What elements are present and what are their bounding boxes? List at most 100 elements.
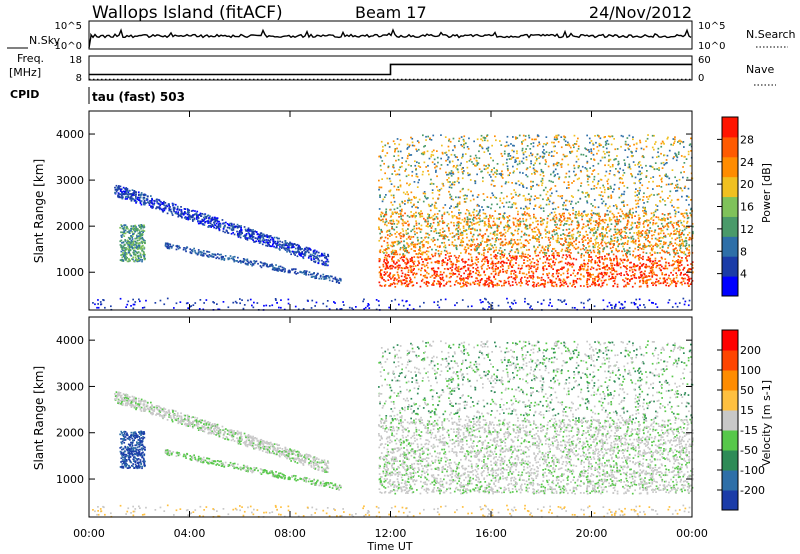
echo-cell bbox=[673, 255, 675, 258]
echo-cell bbox=[127, 193, 130, 195]
echo-cell bbox=[519, 268, 522, 270]
echo-cell bbox=[535, 220, 538, 223]
echo-cell bbox=[637, 249, 640, 251]
echo-cell bbox=[123, 230, 126, 233]
echo-cell bbox=[640, 275, 643, 277]
echo-cell bbox=[455, 269, 458, 272]
echo-cell bbox=[443, 221, 446, 224]
echo-cell bbox=[659, 252, 661, 254]
echo-cell bbox=[673, 251, 675, 254]
echo-cell bbox=[452, 272, 455, 274]
echo-cell bbox=[544, 261, 547, 264]
echo-cell bbox=[507, 280, 510, 283]
echo-cell bbox=[143, 255, 145, 257]
echo-cell bbox=[638, 226, 641, 228]
echo-cell bbox=[537, 220, 539, 222]
echo-cell bbox=[528, 275, 531, 277]
echo-cell bbox=[592, 281, 594, 284]
echo-cell bbox=[589, 272, 591, 275]
echo-cell bbox=[262, 264, 265, 267]
echo-cell bbox=[429, 217, 432, 219]
echo-cell bbox=[393, 196, 395, 199]
echo-cell bbox=[650, 266, 653, 268]
echo-cell bbox=[137, 191, 140, 194]
echo-cell bbox=[451, 232, 454, 234]
echo-cell bbox=[277, 270, 279, 272]
echo-cell bbox=[692, 225, 694, 228]
echo-cell bbox=[529, 224, 532, 226]
echo-cell bbox=[228, 227, 231, 230]
echo-cell bbox=[579, 248, 582, 251]
echo-cell bbox=[678, 244, 680, 247]
echo-cell bbox=[663, 241, 665, 243]
echo-cell bbox=[420, 237, 423, 239]
echo-cell bbox=[686, 214, 689, 217]
echo-cell bbox=[401, 219, 404, 221]
echo-cell bbox=[647, 223, 650, 226]
echo-cell bbox=[648, 244, 650, 247]
echo-cell bbox=[466, 281, 468, 284]
echo-cell bbox=[536, 238, 538, 240]
echo-cell bbox=[494, 241, 497, 243]
echo-cell bbox=[571, 237, 574, 240]
echo-cell bbox=[243, 260, 245, 262]
echo-cell bbox=[634, 199, 637, 202]
echo-cell bbox=[538, 277, 541, 279]
echo-cell bbox=[669, 190, 672, 193]
echo-cell bbox=[439, 245, 441, 247]
echo-cell bbox=[606, 235, 609, 238]
echo-cell bbox=[129, 242, 131, 244]
echo-cell bbox=[587, 224, 589, 226]
echo-cell bbox=[518, 184, 521, 186]
echo-cell bbox=[619, 220, 622, 223]
nsky-label: N.Sky bbox=[29, 34, 61, 47]
echo-cell bbox=[585, 247, 587, 249]
echo-cell bbox=[455, 216, 458, 218]
echo-cell bbox=[262, 233, 265, 236]
echo-cell bbox=[633, 265, 636, 268]
echo-cell bbox=[655, 284, 657, 287]
echo-cell bbox=[215, 222, 218, 225]
echo-cell bbox=[516, 243, 518, 246]
echo-cell bbox=[601, 232, 603, 234]
echo-cell bbox=[282, 246, 285, 249]
echo-cell bbox=[218, 228, 221, 231]
echo-cell bbox=[134, 225, 137, 228]
echo-cell bbox=[413, 227, 416, 230]
echo-cell bbox=[134, 256, 137, 259]
echo-cell bbox=[560, 250, 563, 252]
echo-cell bbox=[384, 249, 387, 251]
echo-cell bbox=[248, 230, 251, 232]
echo-cell bbox=[629, 269, 631, 272]
echo-cell bbox=[644, 280, 647, 282]
echo-cell bbox=[392, 265, 395, 268]
echo-cell bbox=[456, 259, 458, 261]
echo-cell bbox=[679, 274, 682, 276]
echo-cell bbox=[635, 255, 637, 258]
echo-cell bbox=[585, 269, 588, 272]
echo-cell bbox=[165, 204, 168, 207]
echo-cell bbox=[604, 215, 606, 217]
echo-cell bbox=[672, 274, 674, 276]
echo-cell bbox=[575, 237, 578, 239]
echo-cell bbox=[217, 220, 219, 223]
echo-cell bbox=[663, 274, 666, 276]
echo-cell bbox=[329, 275, 332, 277]
echo-cell bbox=[130, 199, 133, 202]
echo-cell bbox=[231, 227, 233, 230]
echo-cell bbox=[667, 233, 670, 235]
echo-cell bbox=[667, 213, 670, 215]
echo-cell bbox=[654, 244, 657, 247]
echo-cell bbox=[419, 247, 421, 250]
echo-cell bbox=[433, 239, 436, 241]
echo-cell bbox=[462, 282, 464, 285]
echo-cell bbox=[675, 247, 677, 249]
echo-cell bbox=[387, 254, 390, 256]
echo-cell bbox=[604, 268, 606, 271]
echo-cell bbox=[467, 246, 470, 249]
echo-cell bbox=[596, 183, 599, 186]
echo-cell bbox=[437, 250, 440, 252]
echo-cell bbox=[588, 227, 591, 229]
echo-cell bbox=[409, 276, 411, 279]
echo-cell bbox=[577, 230, 580, 233]
